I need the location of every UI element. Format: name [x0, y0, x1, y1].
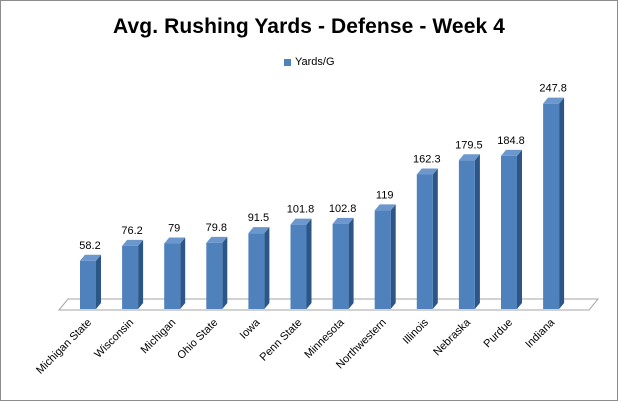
category-label: Wisconsin [92, 317, 136, 361]
category-label: Purdue [482, 317, 516, 351]
bar-top [374, 204, 396, 211]
data-label: 76.2 [121, 225, 142, 237]
bar-side [517, 149, 522, 309]
bar-front [374, 210, 391, 309]
bar-side [96, 254, 101, 309]
bar-front [248, 233, 265, 309]
bar-top [543, 97, 565, 104]
legend-swatch [284, 58, 291, 66]
category-label: Penn State [258, 317, 305, 364]
bar [332, 217, 354, 309]
bar [80, 254, 101, 309]
bar-front [80, 260, 96, 309]
bar-front [543, 103, 560, 310]
category-label: Iowa [238, 316, 264, 342]
chart-title: Avg. Rushing Yards - Defense - Week 4 [113, 15, 505, 38]
data-label: 79.8 [206, 222, 227, 234]
bar-front [290, 224, 307, 309]
bar [501, 149, 522, 309]
bar-side [138, 239, 144, 309]
category-label: Michigan [139, 317, 179, 357]
data-label: 162.3 [413, 154, 441, 166]
bar [543, 97, 565, 310]
category-label: Illinois [401, 316, 431, 346]
data-label: 58.2 [79, 240, 100, 252]
data-label: 119 [376, 189, 394, 201]
bar-front [458, 160, 475, 309]
bar-top [290, 218, 312, 225]
category-label: Minnesota [302, 316, 347, 361]
bar-side [180, 237, 186, 309]
bar [374, 204, 396, 309]
category-label: Nebraska [431, 316, 473, 358]
bar-side [306, 218, 312, 309]
bar-top [501, 149, 522, 156]
data-label: 184.8 [497, 135, 525, 147]
bar-front [332, 223, 349, 309]
data-label: 179.5 [455, 139, 483, 151]
category-label: Indiana [523, 316, 558, 351]
bar-side [348, 217, 354, 309]
bar-top [164, 237, 186, 244]
category-label: Ohio State [175, 317, 220, 362]
bar-front [501, 155, 517, 309]
data-label: 91.5 [248, 212, 269, 224]
bar-top [122, 239, 144, 246]
legend: Yards/G [284, 56, 335, 68]
bar [248, 227, 270, 309]
bar-front [206, 242, 223, 309]
legend-label: Yards/G [295, 56, 335, 68]
bar-top [416, 168, 438, 175]
bar-side [559, 97, 565, 310]
bar [122, 239, 144, 309]
bar [458, 154, 480, 309]
data-label: 102.8 [329, 203, 357, 215]
bar-side [264, 227, 270, 309]
data-label: 247.8 [539, 83, 567, 95]
bar-top [458, 154, 480, 161]
bar [206, 236, 228, 309]
bar [164, 237, 186, 309]
bar-front [416, 174, 433, 309]
bar-group [80, 97, 565, 310]
bar-side [432, 168, 438, 309]
bar-side [390, 204, 396, 309]
bar-top [332, 217, 354, 224]
data-labels: 58.2 76.2 79 79.8 91.5 101.8 102.8 119 162.3 179.… [79, 83, 567, 252]
bar-top [248, 227, 270, 234]
bar-side [474, 154, 480, 309]
bar-top [206, 236, 228, 243]
bar-side [222, 236, 228, 309]
data-label: 79 [168, 223, 180, 235]
category-label: Michigan State [34, 317, 94, 377]
data-label: 101.8 [287, 204, 315, 216]
bar-front [164, 243, 181, 309]
bar-front [122, 245, 139, 309]
bar [290, 218, 312, 309]
bar-top [80, 254, 101, 261]
bar [416, 168, 438, 309]
